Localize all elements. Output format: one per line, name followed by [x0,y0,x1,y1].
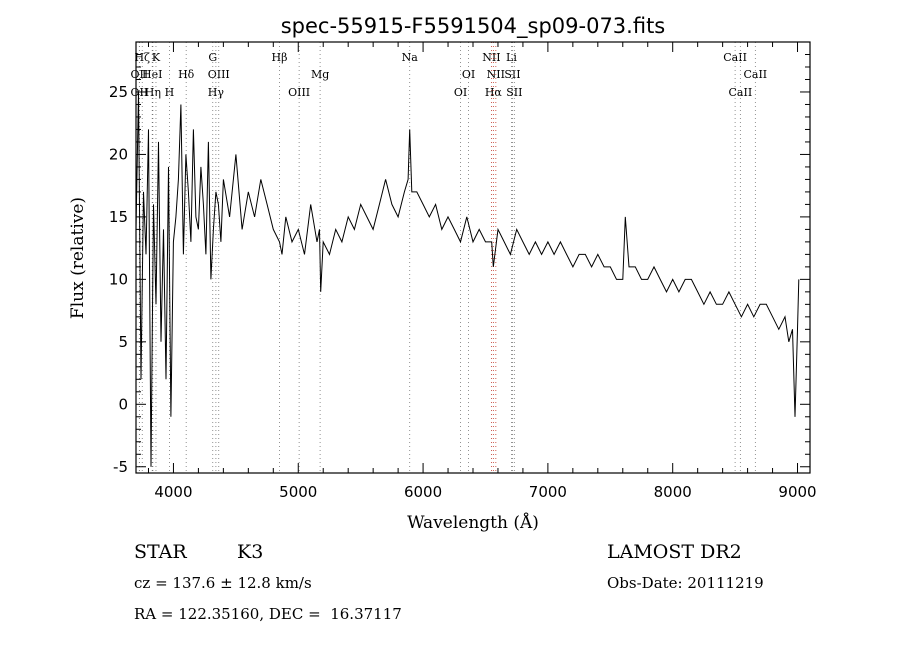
y-tick-label-6: 25 [109,83,128,101]
x-axis-ticks: 4000 5000 6000 7000 8000 9000 [147,42,817,501]
line-label-18: Hη [145,86,161,99]
chart-title: spec-55915-F5591504_sp09-073.fits [281,14,666,39]
redshift-cz: cz = 137.6 ± 12.8 km/s [134,574,312,592]
line-label-17: OII [131,86,149,99]
y-axis-ticks: -5 0 5 10 15 20 25 [109,53,810,476]
y-tick-label-5: 20 [109,145,128,163]
line-label-2: G [208,51,217,64]
plot-frame [135,41,811,474]
line-label-11: OIII [208,68,230,81]
y-tick-label-1: 0 [118,395,128,413]
line-label-12: Mg [311,68,329,81]
x-tick-label-3: 7000 [529,483,567,501]
y-tick-label-0: -5 [113,458,128,476]
observation-date: Obs-Date: 20111219 [607,574,764,592]
line-label-14: NII [487,68,505,81]
spectrum-line-0 [135,91,800,467]
line-label-9: HeI [142,68,162,81]
object-subclass: K3 [237,541,264,563]
line-label-6: Li [506,51,517,64]
x-tick-label-2: 6000 [404,483,442,501]
line-label-23: Hα [485,86,503,99]
line-label-10: Hδ [178,68,195,81]
line-label-1: K [152,51,161,64]
line-label-24: SII [506,86,522,99]
line-label-5: NII [482,51,500,64]
line-label-3: Hβ [272,51,288,64]
y-tick-label-3: 10 [109,270,128,288]
line-label-16: CaII [743,68,767,81]
line-label-25: CaII [729,86,753,99]
line-label-0: Hζ [134,51,150,64]
x-tick-label-1: 5000 [279,483,317,501]
x-tick-label-0: 4000 [154,483,192,501]
line-label-22: OI [454,86,467,99]
line-label-19: H [165,86,175,99]
ra-dec-coordinates: RA = 122.35160, DEC = 16.37117 [134,605,402,623]
line-label-21: OIII [288,86,310,99]
x-tick-label-5: 9000 [778,483,816,501]
y-tick-label-2: 5 [118,333,128,351]
x-tick-label-4: 8000 [654,483,692,501]
line-label-7: CaII [723,51,747,64]
survey-name: LAMOST DR2 [607,541,742,563]
y-axis-label: Flux (relative) [68,197,88,319]
line-label-15: SII [504,68,520,81]
spectrum-series [135,91,800,467]
x-axis-label: Wavelength (Å) [407,512,539,533]
line-label-4: Na [402,51,419,64]
object-class: STAR [134,541,187,563]
y-tick-label-4: 15 [109,208,128,226]
line-label-13: OI [462,68,475,81]
line-label-20: Hγ [208,86,225,99]
